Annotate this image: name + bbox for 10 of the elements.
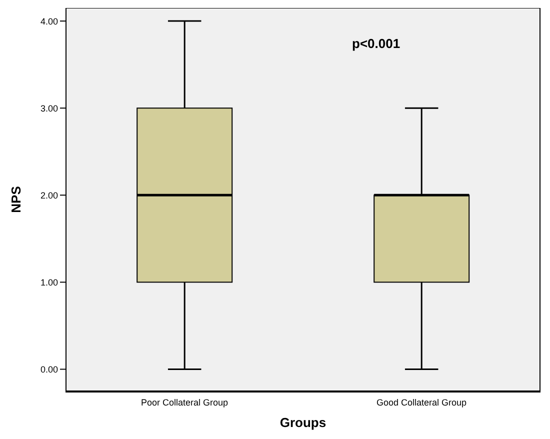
annotation: p<0.001 bbox=[352, 36, 400, 51]
y-tick-label: 0.00 bbox=[40, 364, 58, 374]
y-tick-label: 4.00 bbox=[40, 16, 58, 26]
x-axis-title: Groups bbox=[280, 415, 326, 430]
y-tick-label: 1.00 bbox=[40, 277, 58, 288]
x-tick-label: Good Collateral Group bbox=[376, 397, 467, 408]
y-tick-label: 3.00 bbox=[40, 103, 58, 114]
y-tick-label: 2.00 bbox=[40, 190, 58, 200]
y-axis-title: NPS bbox=[8, 186, 24, 213]
x-tick-label: Poor Collateral Group bbox=[140, 397, 228, 408]
